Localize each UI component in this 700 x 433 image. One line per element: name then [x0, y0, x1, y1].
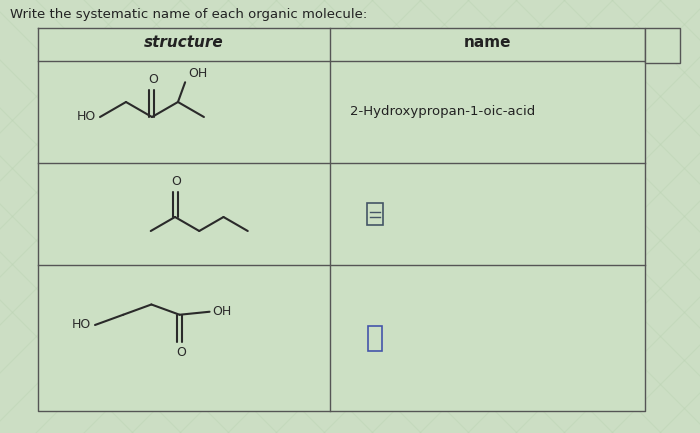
- Text: structure: structure: [144, 35, 224, 50]
- Bar: [330, 163, 645, 265]
- Bar: [330, 265, 645, 411]
- Text: O: O: [148, 73, 158, 86]
- Bar: [38, 28, 330, 61]
- Bar: [368, 326, 382, 351]
- Text: OH: OH: [213, 305, 232, 318]
- Bar: [330, 28, 645, 61]
- Text: Write the systematic name of each organic molecule:: Write the systematic name of each organi…: [10, 8, 368, 21]
- Text: HO: HO: [77, 110, 96, 123]
- Bar: [330, 61, 645, 163]
- Text: OH: OH: [188, 67, 207, 80]
- Bar: [367, 203, 383, 225]
- Bar: [38, 163, 330, 265]
- Bar: [645, 28, 680, 63]
- Text: O: O: [176, 346, 186, 359]
- Text: O: O: [171, 175, 181, 188]
- Text: HO: HO: [71, 319, 91, 332]
- Text: name: name: [463, 35, 511, 50]
- Text: 2-Hydroxypropan-1-oic-acid: 2-Hydroxypropan-1-oic-acid: [350, 106, 536, 119]
- Bar: [38, 61, 330, 163]
- Bar: [38, 265, 330, 411]
